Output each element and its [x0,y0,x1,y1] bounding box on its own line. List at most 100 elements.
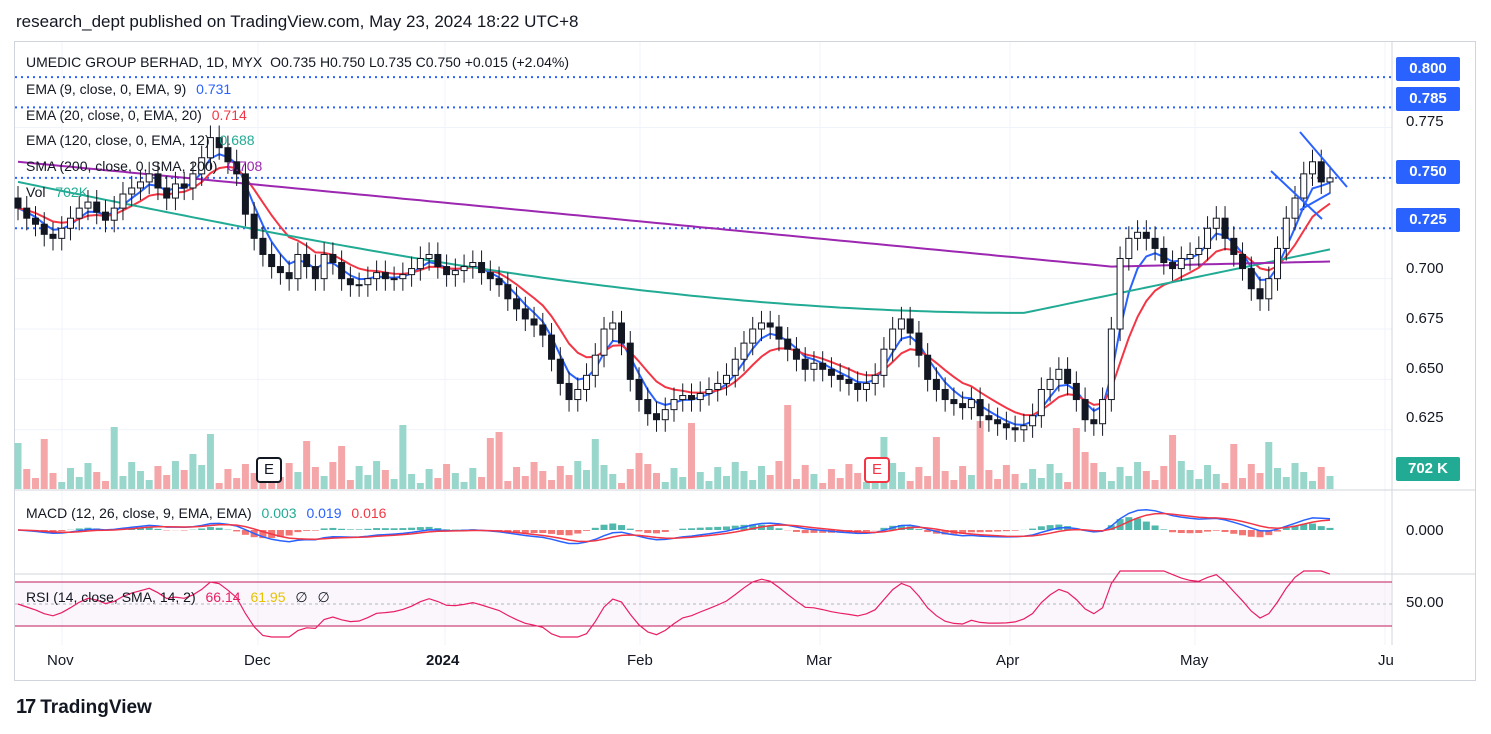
macd-histogram-bar [145,527,153,530]
candle-body [1151,237,1159,249]
candle-body [784,338,792,350]
candle-body [451,270,459,276]
candle-body [801,358,809,370]
volume-bar [653,473,661,489]
macd-histogram-bar [1239,530,1247,536]
candle-body [136,181,144,189]
volume-bar [416,483,424,489]
volume-bar [338,446,346,489]
price-badge-0785: 0.785 [1396,87,1460,111]
candle-body [460,266,468,272]
volume-bar [215,483,223,489]
candle-body [495,278,503,286]
macd-histogram-bar [381,528,389,530]
candle-body [696,393,704,401]
volume-bar [801,465,809,489]
volume-bar [198,465,206,489]
volume-bar [1099,472,1107,489]
volume-bar [705,481,713,489]
macd-histogram-bar [880,527,888,530]
candle-body [889,328,897,350]
candle-body [241,173,249,215]
volume-bar [58,482,66,489]
candle-body [338,262,346,280]
rsi-line [17,570,1331,638]
candle-body [504,284,512,300]
candle-body [1256,288,1264,300]
candle-body [871,374,879,384]
candle-body [1160,247,1168,264]
candle-body [1142,231,1150,239]
candle-body [469,262,477,268]
volume-bar [443,464,451,489]
volume-bar [967,475,975,489]
footer-brand: 17 TradingView [16,696,152,719]
ema20-legend: EMA (20, close, 0, EMA, 20) 0.714 [26,107,247,123]
volume-bar [40,439,48,489]
volume-bar [1134,462,1142,489]
volume-bar [84,463,92,489]
volume-bar [513,467,521,489]
candle-body [206,137,214,159]
candle-body [626,342,634,380]
volume-bar [1239,478,1247,489]
candle-body [722,374,730,384]
x-axis-label: 2024 [426,652,460,669]
volume-bar [49,473,57,489]
macd-histogram-bar [661,530,669,532]
volume-bar [1186,470,1194,489]
volume-bar [521,476,529,489]
macd-histogram-bar [959,530,967,534]
volume-bar [1300,472,1308,489]
volume-bar [285,463,293,489]
ema9-legend: EMA (9, close, 0, EMA, 9) 0.731 [26,81,231,97]
macd-histogram-bar [618,525,626,530]
macd-histogram-bar [1186,530,1194,534]
candle-body [653,413,661,421]
candle-body [84,201,92,209]
candle-body [250,213,258,239]
volume-bar [1204,465,1212,489]
candle-body [810,362,818,370]
candlesticks [14,125,1334,442]
volume-bar [556,466,564,489]
volume-bar [827,469,835,489]
symbol-title: UMEDIC GROUP BERHAD, 1D, MYX [26,54,263,70]
candle-body [836,374,844,380]
ohlc-values: O0.735 H0.750 L0.735 C0.750 +0.015 (+2.0… [270,54,570,70]
volume-bar [565,475,573,489]
volume-bar [1169,435,1177,489]
candle-body [276,266,284,274]
candle-body [1186,253,1194,260]
macd-histogram-bar [346,529,354,530]
ema120-value: 0.688 [219,132,255,148]
macd-legend: MACD (12, 26, close, 9, EMA, EMA) 0.003 … [26,505,386,521]
volume-bar [1326,476,1334,489]
macd-histogram-bar [609,523,617,530]
macd-hist-value: 0.003 [261,505,297,521]
candle-body [390,278,398,281]
macd-axis-label: 0.000 [1406,522,1444,539]
macd-histogram-bar [390,528,398,530]
earnings-marker[interactable]: E [256,457,282,483]
macd-histogram-bar [967,530,975,533]
volume-bar [959,466,967,489]
volume-bar [1072,428,1080,489]
macd-histogram-bar [1212,530,1220,531]
macd-histogram-bar [241,530,249,535]
horizontal-levels [15,76,1392,230]
candle-body [1055,368,1063,380]
volume-bar [1291,463,1299,489]
trendline-breakout [1299,192,1331,211]
volume-bar [346,480,354,489]
candle-body [1177,258,1185,270]
volume-bar [854,473,862,489]
macd-histogram-bar [215,527,223,530]
candle-body [259,237,267,255]
candle-body [548,334,556,360]
earnings-marker[interactable]: E [864,457,890,483]
candle-body [1134,231,1142,239]
volume-bar [259,482,267,489]
volume-bar [206,434,214,489]
